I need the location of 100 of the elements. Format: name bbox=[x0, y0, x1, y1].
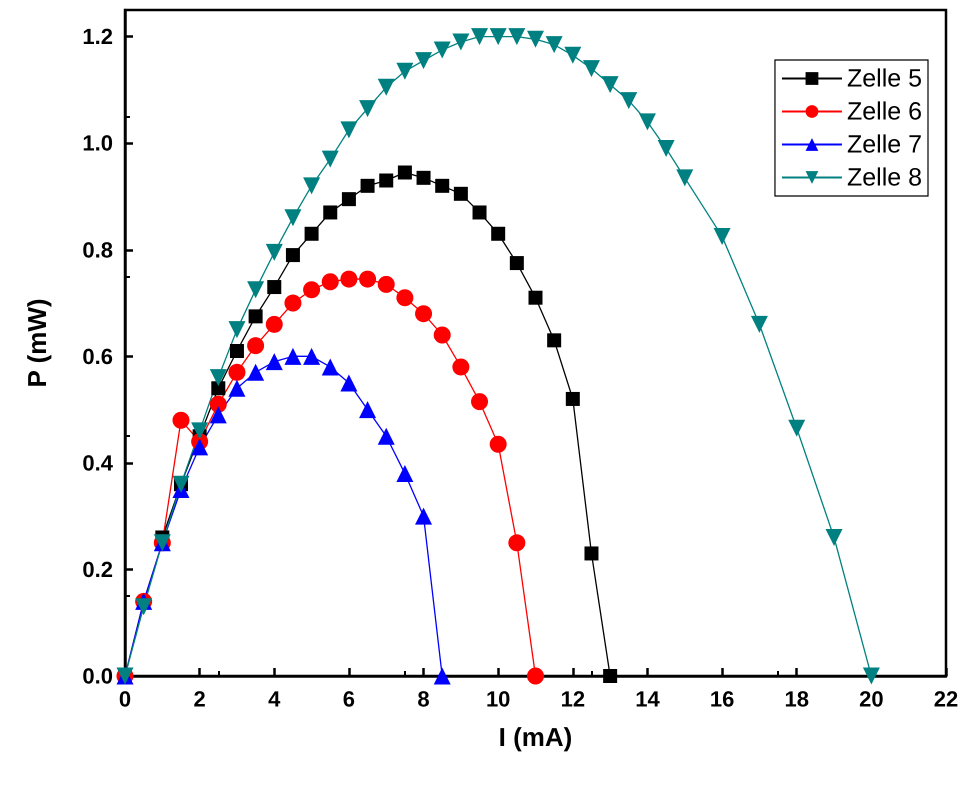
point bbox=[284, 294, 302, 312]
point bbox=[322, 358, 339, 376]
point bbox=[396, 289, 414, 306]
legend-label: Zelle 5 bbox=[846, 64, 922, 92]
point bbox=[508, 28, 526, 46]
point bbox=[304, 226, 319, 241]
point bbox=[546, 36, 563, 54]
point bbox=[303, 348, 320, 365]
point bbox=[172, 412, 190, 429]
x-tick-label: 0 bbox=[118, 686, 132, 712]
point bbox=[378, 428, 395, 445]
point bbox=[267, 280, 282, 294]
point bbox=[135, 598, 152, 616]
point bbox=[248, 309, 263, 324]
point bbox=[862, 668, 880, 684]
point bbox=[379, 173, 394, 188]
point bbox=[303, 177, 320, 194]
point bbox=[210, 406, 227, 424]
point bbox=[471, 393, 488, 410]
point bbox=[191, 438, 208, 456]
point bbox=[378, 276, 395, 293]
y-tick-label: 0.0 bbox=[82, 664, 113, 688]
point bbox=[638, 113, 656, 130]
y-axis-title: P (mW) bbox=[22, 298, 52, 388]
y-tick-label: 1.2 bbox=[82, 24, 113, 50]
point bbox=[266, 316, 283, 333]
point bbox=[434, 668, 451, 684]
point bbox=[435, 178, 450, 193]
point bbox=[396, 62, 414, 80]
point bbox=[584, 546, 598, 560]
point bbox=[398, 166, 412, 180]
y-tick-label: 0.4 bbox=[82, 450, 114, 476]
point bbox=[266, 353, 283, 370]
legend-label: Zelle 6 bbox=[846, 98, 922, 126]
point bbox=[508, 534, 526, 552]
x-tick-label: 2 bbox=[194, 686, 206, 712]
point bbox=[359, 401, 376, 418]
point bbox=[396, 465, 414, 482]
x-tick-label: 18 bbox=[784, 686, 809, 712]
x-tick-label: 12 bbox=[560, 686, 586, 712]
point bbox=[322, 150, 339, 168]
y-tick-label: 0.8 bbox=[82, 237, 113, 262]
point bbox=[230, 344, 244, 358]
point bbox=[322, 273, 339, 290]
x-tick-label: 10 bbox=[486, 686, 510, 712]
y-tick-label: 0.6 bbox=[82, 344, 113, 369]
point bbox=[247, 364, 264, 381]
point bbox=[228, 321, 246, 338]
point bbox=[416, 170, 431, 185]
point bbox=[510, 256, 524, 270]
point bbox=[434, 326, 451, 344]
point bbox=[210, 396, 227, 413]
point bbox=[415, 305, 432, 322]
point bbox=[342, 192, 356, 206]
point bbox=[490, 436, 507, 453]
point bbox=[303, 281, 320, 298]
point bbox=[247, 337, 264, 354]
point bbox=[750, 316, 768, 333]
point bbox=[415, 508, 432, 525]
point bbox=[547, 333, 562, 348]
x-tick-label: 16 bbox=[710, 686, 734, 712]
point bbox=[602, 76, 619, 94]
point bbox=[491, 226, 506, 241]
point bbox=[826, 528, 843, 546]
point bbox=[620, 92, 638, 110]
point bbox=[676, 169, 694, 186]
point bbox=[454, 186, 468, 201]
y-tick-label: 0.2 bbox=[82, 556, 113, 582]
point bbox=[266, 244, 283, 261]
legend-label: Zelle 8 bbox=[846, 164, 922, 192]
x-tick-label: 22 bbox=[934, 686, 958, 712]
point bbox=[284, 348, 302, 365]
y-tick-label: 1.0 bbox=[82, 130, 113, 156]
point bbox=[490, 28, 507, 46]
point bbox=[471, 28, 488, 46]
point bbox=[359, 270, 376, 288]
point bbox=[340, 374, 358, 392]
point bbox=[452, 33, 470, 50]
point bbox=[472, 205, 487, 220]
x-axis-title: I (mA) bbox=[498, 722, 572, 752]
point bbox=[191, 422, 208, 440]
point bbox=[452, 358, 470, 376]
point bbox=[284, 209, 302, 226]
x-tick-label: 6 bbox=[342, 686, 356, 712]
point bbox=[415, 52, 432, 70]
point bbox=[527, 668, 544, 684]
point bbox=[564, 46, 582, 64]
x-tick-label: 20 bbox=[859, 686, 884, 712]
point bbox=[714, 228, 731, 245]
point bbox=[434, 41, 451, 58]
point bbox=[210, 369, 227, 386]
point bbox=[286, 248, 300, 262]
point bbox=[211, 381, 226, 396]
x-tick-label: 8 bbox=[417, 686, 430, 712]
legend-label: Zelle 7 bbox=[846, 130, 922, 158]
point bbox=[323, 205, 338, 220]
point bbox=[788, 420, 806, 437]
point bbox=[603, 669, 618, 683]
point bbox=[340, 121, 358, 138]
point bbox=[247, 281, 264, 298]
